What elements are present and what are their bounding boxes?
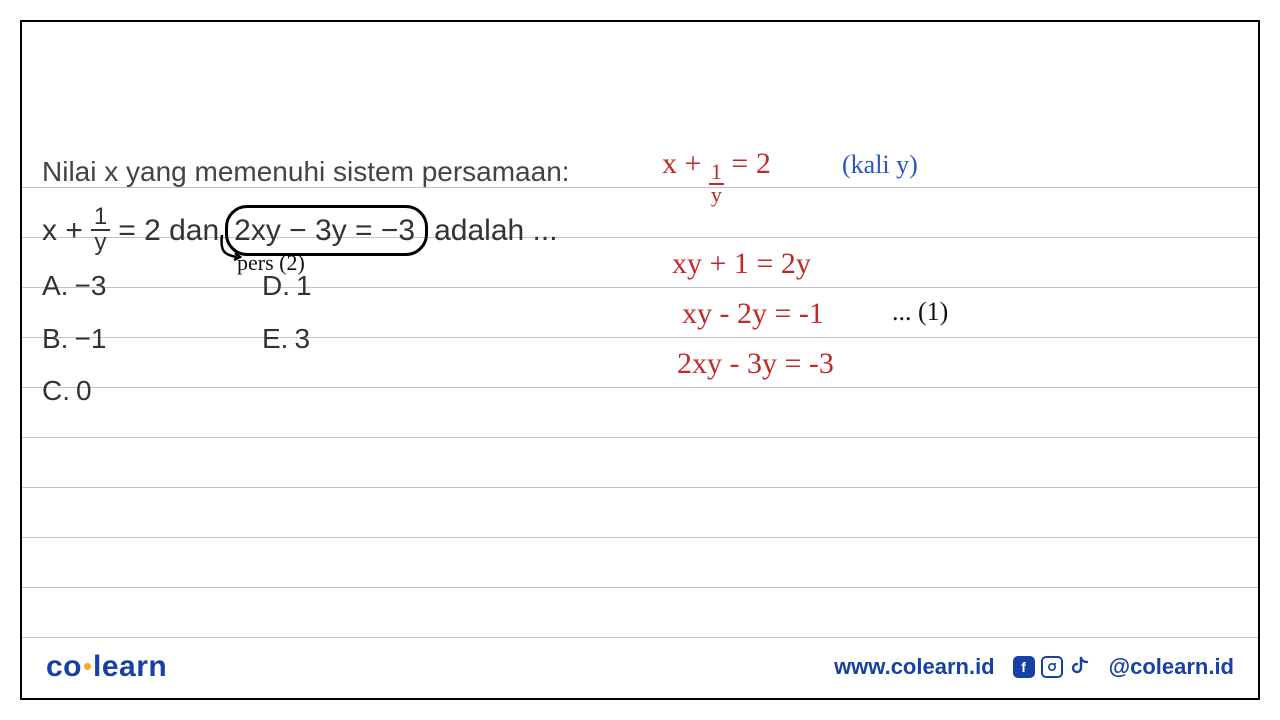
option-c: C.0 [42,371,262,412]
handwritten-line-1: x + 1 y = 2 [662,147,771,206]
video-frame: Nilai x yang memenuhi sistem persamaan: … [20,20,1260,700]
handwritten-line-3: xy - 2y = -1 [682,297,824,331]
colearn-logo: colearn [46,650,167,684]
option-e-value: 3 [294,319,310,360]
footer-url: www.colearn.id [834,654,995,680]
instagram-icon [1041,656,1063,678]
eq-prefix: x + [42,209,83,253]
option-a-value: −3 [74,266,106,307]
ruled-line [22,537,1258,538]
handwritten-line-3-ref: ... (1) [892,297,948,327]
pers2-annotation: pers (2) [237,247,357,279]
fraction-denominator: y [92,231,110,255]
logo-text-right: learn [93,650,167,683]
answer-options: A.−3 D.1 B.−1 E.3 C.0 [42,266,622,412]
fraction-numerator: 1 [91,205,110,231]
question-title: Nilai x yang memenuhi sistem persamaan: [42,152,622,193]
hw1-post: = 2 [731,147,770,180]
footer-right: www.colearn.id f @colearn.id [834,654,1234,680]
fraction-1-over-y: 1 y [91,205,110,255]
option-b: B.−1 [42,319,262,360]
logo-text-left: co [46,650,82,683]
hw1-pre: x + [662,147,701,180]
option-c-value: 0 [76,371,92,412]
logo-dot-icon [84,663,91,670]
footer-handle: @colearn.id [1109,654,1234,680]
option-a: A.−3 [42,266,262,307]
option-b-value: −1 [74,319,106,360]
ruled-line [22,587,1258,588]
hw1-fraction: 1 y [709,162,724,206]
hw1-frac-den: y [709,185,724,206]
handwritten-line-4: 2xy - 3y = -3 [677,347,834,381]
social-icons: f [1013,656,1091,678]
question-equation: x + 1 y = 2 dan 2xy − 3y = −3 adalah ...… [42,205,622,257]
ruled-line [22,487,1258,488]
handwritten-line-1-note: (kali y) [842,150,918,180]
footer: colearn www.colearn.id f @colearn.id [46,650,1234,684]
question-panel: Nilai x yang memenuhi sistem persamaan: … [42,152,622,452]
eq-mid: = 2 dan [118,209,219,253]
handwritten-line-2: xy + 1 = 2y [672,247,811,281]
ruled-line [22,637,1258,638]
tiktok-icon [1069,656,1091,678]
option-e: E.3 [262,319,482,360]
facebook-icon: f [1013,656,1035,678]
eq-suffix: adalah ... [434,209,557,253]
